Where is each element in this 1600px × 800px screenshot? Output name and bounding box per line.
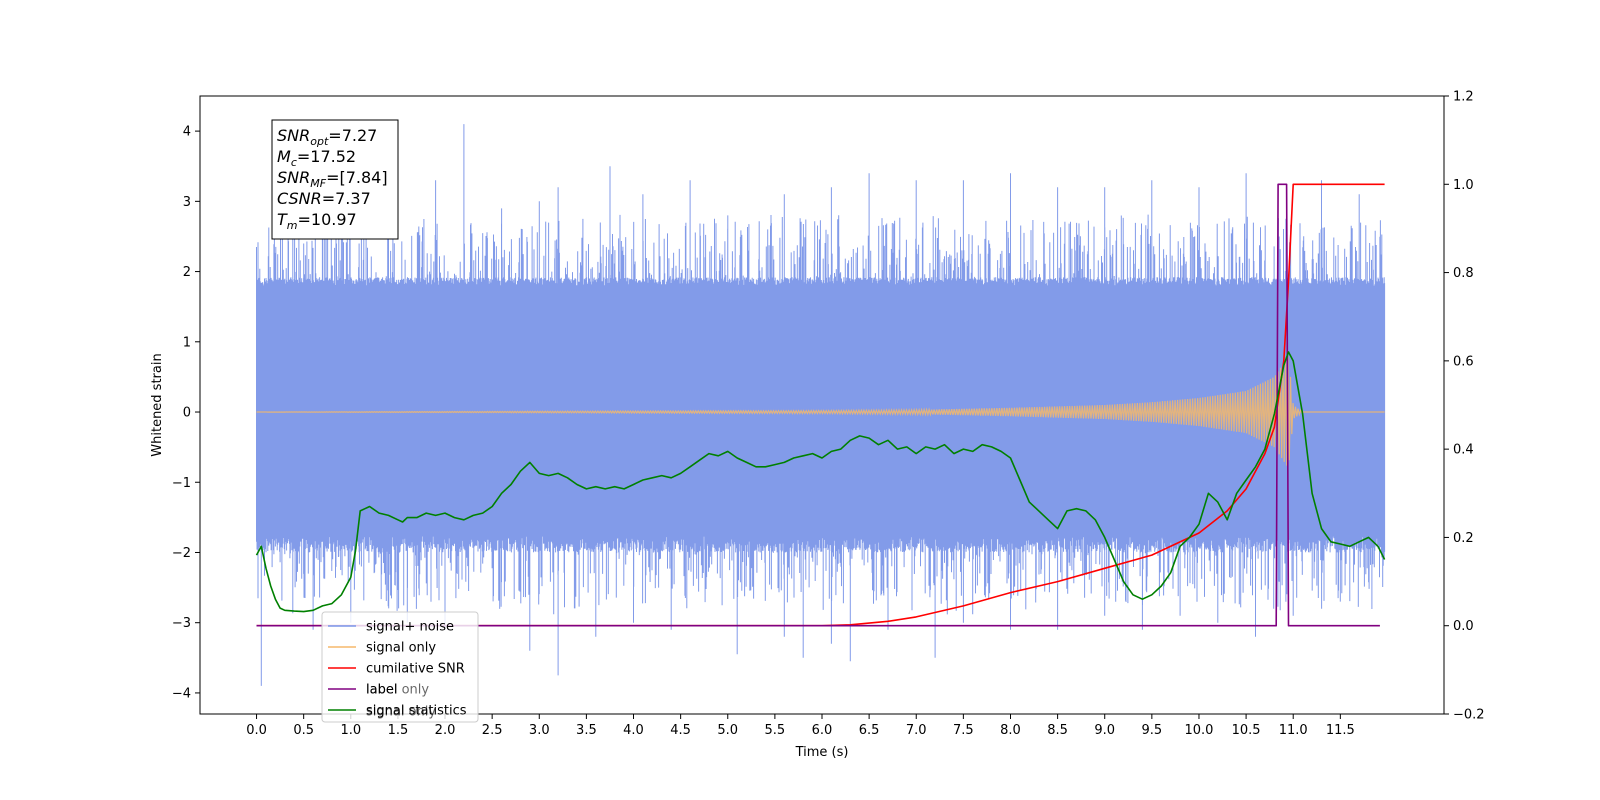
x-tick-label: 9.5 — [1142, 723, 1163, 738]
y-axis-label: Whitened strain — [150, 353, 165, 456]
y-right-tick-label: 1.2 — [1453, 90, 1474, 105]
x-tick-label: 8.5 — [1047, 723, 1068, 738]
x-tick-label: 1.5 — [388, 723, 409, 738]
legend-ghost-label: label only — [366, 683, 429, 698]
x-tick-label: 11.0 — [1279, 723, 1308, 738]
legend-label: label — [366, 683, 397, 698]
series-signal-statistics — [255, 351, 1386, 613]
x-tick-label: 4.0 — [623, 723, 644, 738]
y-left-tick-label: 0 — [183, 406, 191, 421]
series-label — [256, 183, 1380, 627]
legend-label: cumilative SNR — [366, 662, 465, 677]
y-axis-left: −4 −3 −2 −1 0 1 2 3 4 — [172, 125, 200, 701]
y-left-tick-label: −1 — [172, 476, 191, 491]
y-left-tick-label: 4 — [183, 125, 191, 140]
x-tick-label: 1.0 — [340, 723, 361, 738]
x-tick-label: 0.5 — [293, 723, 314, 738]
x-tick-label: 11.5 — [1326, 723, 1355, 738]
y-right-tick-label: 0.4 — [1453, 443, 1474, 458]
x-tick-label: 8.0 — [1000, 723, 1021, 738]
info-line: SNRopt=7.27 — [277, 126, 377, 148]
x-tick-label: 3.5 — [576, 723, 597, 738]
y-left-tick-label: 1 — [183, 335, 191, 350]
y-right-tick-label: 0.2 — [1453, 531, 1474, 546]
y-left-tick-label: 3 — [183, 195, 191, 210]
y-left-tick-label: 2 — [183, 265, 191, 280]
y-axis-right: −0.2 0.0 0.2 0.4 0.6 0.8 1.0 1.2 — [1444, 90, 1485, 723]
info-box-frame — [271, 119, 399, 240]
legend-ghost-label: signal only — [366, 705, 436, 720]
y-right-tick-label: 0.6 — [1453, 354, 1474, 369]
x-axis-label: Time (s) — [795, 745, 849, 760]
x-tick-label: 7.5 — [953, 723, 974, 738]
x-tick-label: 0.0 — [246, 723, 267, 738]
x-tick-label: 6.0 — [812, 723, 833, 738]
x-tick-label: 10.0 — [1184, 723, 1213, 738]
y-left-tick-label: −3 — [172, 616, 191, 631]
y-right-tick-label: 1.0 — [1453, 178, 1474, 193]
x-tick-label: 10.5 — [1232, 723, 1261, 738]
x-tick-label: 9.0 — [1094, 723, 1115, 738]
x-tick-label: 6.5 — [859, 723, 880, 738]
x-tick-label: 2.0 — [435, 723, 456, 738]
y-right-tick-label: 0.0 — [1453, 619, 1474, 634]
x-tick-label: 7.0 — [906, 723, 927, 738]
plot-area — [255, 124, 1386, 686]
x-tick-label: 5.5 — [765, 723, 786, 738]
x-tick-label: 2.5 — [482, 723, 503, 738]
info-line: Tm=10.97 — [277, 210, 357, 232]
y-right-tick-label: 0.8 — [1453, 266, 1474, 281]
y-right-tick-label: −0.2 — [1453, 708, 1485, 723]
info-line: SNRMF=[7.84] — [277, 168, 388, 190]
info-line: Mc=17.52 — [277, 147, 356, 169]
legend-label: signal+ noise — [366, 620, 454, 635]
x-axis: 0.0 0.5 1.0 1.5 2.0 2.5 3.0 3.5 4.0 4.5 5.0 5.5 6.0 6… — [246, 714, 1355, 738]
legend: signal+ noise signal only cumilative SNR la… — [321, 611, 479, 723]
legend-label: signal only — [366, 641, 436, 656]
legend-label: signal statistics — [366, 704, 467, 719]
y-left-tick-label: −2 — [172, 546, 191, 561]
x-tick-label: 3.0 — [529, 723, 550, 738]
info-box: SNRopt=7.27Mc=17.52SNRMF=[7.84]CSNR=7.37… — [271, 119, 399, 240]
series-signal-only — [256, 356, 1385, 466]
x-tick-label: 4.5 — [670, 723, 691, 738]
x-tick-label: 5.0 — [717, 723, 738, 738]
info-line: CSNR=7.37 — [277, 189, 371, 208]
axes: 0.0 0.5 1.0 1.5 2.0 2.5 3.0 3.5 4.0 4.5 5.0 5.5 6.0 6… — [150, 90, 1485, 761]
y-left-tick-label: −4 — [172, 686, 191, 701]
legend-frame — [321, 611, 479, 723]
